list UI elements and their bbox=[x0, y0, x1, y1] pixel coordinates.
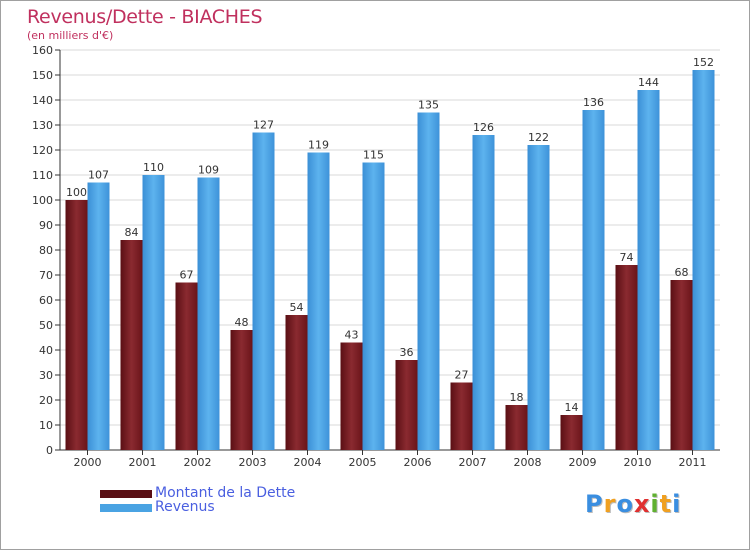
data-label-revenus: 115 bbox=[363, 149, 384, 162]
y-tick-label: 10 bbox=[39, 419, 53, 432]
data-label-debt: 54 bbox=[290, 301, 304, 314]
bar-revenus-2002 bbox=[197, 177, 220, 450]
logo-letter: x bbox=[633, 490, 651, 518]
data-label-revenus: 110 bbox=[143, 161, 164, 174]
logo-letter: r bbox=[603, 490, 617, 518]
data-label-revenus: 107 bbox=[88, 169, 109, 182]
x-tick-label: 2007 bbox=[459, 456, 487, 469]
x-tick-label: 2000 bbox=[74, 456, 102, 469]
proxiti-logo: Proxiti bbox=[585, 490, 681, 518]
data-label-debt: 84 bbox=[125, 226, 139, 239]
y-tick-label: 30 bbox=[39, 369, 53, 382]
bar-revenus-2006 bbox=[417, 112, 440, 450]
bar-revenus-2005 bbox=[362, 162, 385, 450]
bar-revenus-2001 bbox=[142, 175, 165, 450]
bar-revenus-2007 bbox=[472, 135, 495, 450]
data-label-debt: 68 bbox=[675, 266, 689, 279]
logo-letter: P bbox=[585, 490, 604, 518]
data-label-debt: 100 bbox=[66, 186, 87, 199]
y-tick-label: 140 bbox=[32, 94, 53, 107]
y-tick-label: 50 bbox=[39, 319, 53, 332]
bar-debt-2001 bbox=[120, 240, 143, 450]
data-label-revenus: 109 bbox=[198, 164, 219, 177]
bar-debt-2011 bbox=[670, 280, 693, 450]
bar-debt-2005 bbox=[340, 342, 363, 450]
bar-debt-2003 bbox=[230, 330, 253, 450]
data-label-debt: 43 bbox=[345, 329, 359, 342]
data-label-revenus: 122 bbox=[528, 131, 549, 144]
data-label-revenus: 135 bbox=[418, 99, 439, 112]
logo-letter: i bbox=[650, 490, 660, 518]
x-tick-label: 2004 bbox=[294, 456, 322, 469]
x-tick-label: 2011 bbox=[679, 456, 707, 469]
logo-letter: o bbox=[616, 490, 634, 518]
legend-swatch-revenus bbox=[100, 504, 152, 512]
data-label-revenus: 136 bbox=[583, 96, 604, 109]
y-tick-label: 100 bbox=[32, 194, 53, 207]
bar-revenus-2011 bbox=[692, 70, 715, 450]
bar-revenus-2009 bbox=[582, 110, 605, 450]
data-label-debt: 14 bbox=[565, 401, 579, 414]
data-label-debt: 36 bbox=[400, 346, 414, 359]
x-tick-label: 2003 bbox=[239, 456, 267, 469]
data-label-revenus: 126 bbox=[473, 121, 494, 134]
bar-debt-2008 bbox=[505, 405, 528, 450]
logo-letter: t bbox=[659, 490, 673, 518]
bar-debt-2000 bbox=[65, 200, 88, 450]
bar-debt-2009 bbox=[560, 415, 583, 450]
data-label-debt: 67 bbox=[180, 269, 194, 282]
grid-layer bbox=[60, 49, 720, 451]
y-tick-label: 130 bbox=[32, 119, 53, 132]
bar-debt-2004 bbox=[285, 315, 308, 450]
y-tick-label: 160 bbox=[32, 44, 53, 57]
y-tick-label: 70 bbox=[39, 269, 53, 282]
bar-debt-2007 bbox=[450, 382, 473, 450]
data-label-debt: 18 bbox=[510, 391, 524, 404]
x-tick-label: 2006 bbox=[404, 456, 432, 469]
x-tick-label: 2002 bbox=[184, 456, 212, 469]
y-tick-label: 20 bbox=[39, 394, 53, 407]
data-label-debt: 48 bbox=[235, 316, 249, 329]
y-tick-label: 110 bbox=[32, 169, 53, 182]
bar-debt-2010 bbox=[615, 265, 638, 450]
data-label-debt: 27 bbox=[455, 369, 469, 382]
x-tick-label: 2010 bbox=[624, 456, 652, 469]
x-tick-label: 2001 bbox=[129, 456, 157, 469]
bar-revenus-2003 bbox=[252, 132, 275, 450]
bar-revenus-2010 bbox=[637, 90, 660, 450]
legend-swatch-debt bbox=[100, 490, 152, 498]
axis-layer: 0 10 20 30 40 50 60 70 80 90 100 110 120 130 140 150 160… bbox=[32, 44, 720, 469]
bar-revenus-2004 bbox=[307, 152, 330, 450]
bar-revenus-2008 bbox=[527, 145, 550, 450]
y-tick-label: 40 bbox=[39, 344, 53, 357]
bar-layer bbox=[65, 70, 715, 450]
bar-debt-2006 bbox=[395, 360, 418, 450]
y-tick-label: 90 bbox=[39, 219, 53, 232]
chart-subtitle: (en milliers d'€) bbox=[27, 29, 114, 42]
data-label-revenus: 152 bbox=[693, 56, 714, 69]
legend-label-debt: Montant de la Dette bbox=[155, 485, 296, 501]
chart-title: Revenus/Dette - BIACHES bbox=[27, 6, 263, 28]
data-label-debt: 74 bbox=[620, 251, 634, 264]
logo-letter: i bbox=[672, 490, 682, 518]
bar-debt-2002 bbox=[175, 282, 198, 450]
y-tick-label: 0 bbox=[46, 444, 53, 457]
data-label-revenus: 119 bbox=[308, 139, 329, 152]
legend-label-revenus: Revenus bbox=[155, 499, 215, 515]
y-tick-label: 150 bbox=[32, 69, 53, 82]
x-tick-label: 2005 bbox=[349, 456, 377, 469]
data-label-revenus: 127 bbox=[253, 119, 274, 132]
y-tick-label: 120 bbox=[32, 144, 53, 157]
x-tick-label: 2008 bbox=[514, 456, 542, 469]
y-tick-label: 80 bbox=[39, 244, 53, 257]
x-tick-label: 2009 bbox=[569, 456, 597, 469]
data-label-revenus: 144 bbox=[638, 76, 659, 89]
y-tick-label: 60 bbox=[39, 294, 53, 307]
bar-revenus-2000 bbox=[87, 182, 110, 450]
